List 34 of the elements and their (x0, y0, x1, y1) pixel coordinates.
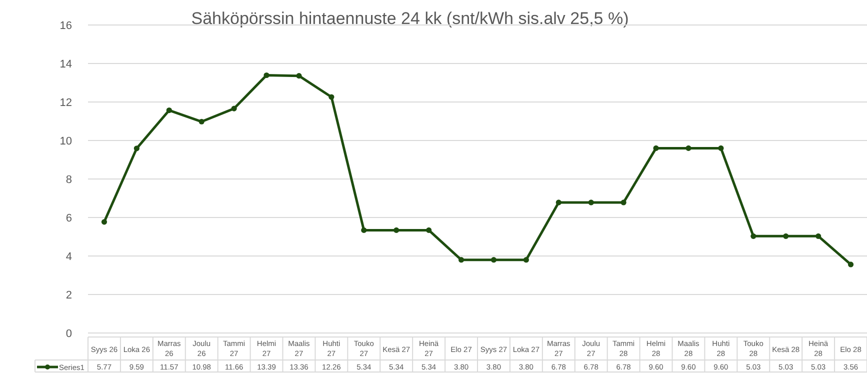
point (458, 257, 464, 263)
point (588, 200, 594, 206)
point (556, 200, 562, 206)
y-tick-label: 16 (60, 20, 72, 32)
y-tick-label: 10 (60, 135, 72, 148)
point (848, 262, 854, 268)
point (816, 233, 822, 239)
point (718, 145, 724, 151)
y-tick-label: 12 (60, 96, 72, 109)
chart-title: Sähköpörssin hintaennuste 24 kk (snt/kWh sis.alv 25,5 %) (191, 9, 629, 28)
point (394, 227, 400, 234)
point (134, 146, 140, 152)
point (620, 200, 626, 206)
point (231, 106, 237, 112)
y-tick-label: 2 (66, 289, 72, 302)
point (296, 73, 302, 79)
point (101, 219, 108, 225)
y-tick-label: 4 (66, 250, 72, 263)
point (686, 145, 692, 151)
point (750, 233, 756, 239)
point (198, 118, 204, 124)
point (523, 257, 529, 263)
point (264, 72, 270, 78)
y-tick-label: 14 (60, 58, 72, 70)
point (783, 233, 789, 239)
point (361, 227, 367, 234)
point (166, 107, 172, 114)
y-tick-label: 0 (66, 328, 72, 340)
point (490, 257, 497, 263)
point (328, 94, 334, 100)
y-tick-label: 8 (66, 174, 72, 186)
point (653, 145, 659, 151)
point (426, 227, 432, 234)
y-tick-label: 6 (66, 212, 72, 224)
